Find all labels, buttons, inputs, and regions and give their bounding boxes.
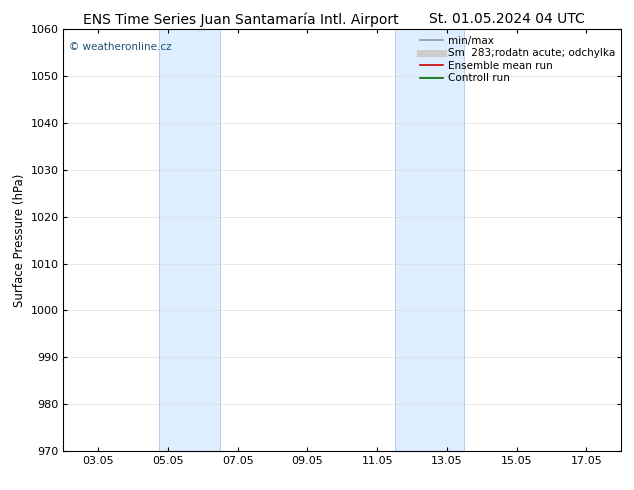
Legend: min/max, Sm  283;rodatn acute; odchylka, Ensemble mean run, Controll run: min/max, Sm 283;rodatn acute; odchylka, … <box>415 31 619 88</box>
Bar <box>394 29 464 451</box>
Y-axis label: Surface Pressure (hPa): Surface Pressure (hPa) <box>13 173 26 307</box>
Text: © weatheronline.cz: © weatheronline.cz <box>69 42 172 52</box>
Text: ENS Time Series Juan Santamaría Intl. Airport: ENS Time Series Juan Santamaría Intl. Ai… <box>83 12 399 27</box>
Bar <box>159 29 221 451</box>
Text: St. 01.05.2024 04 UTC: St. 01.05.2024 04 UTC <box>429 12 585 26</box>
